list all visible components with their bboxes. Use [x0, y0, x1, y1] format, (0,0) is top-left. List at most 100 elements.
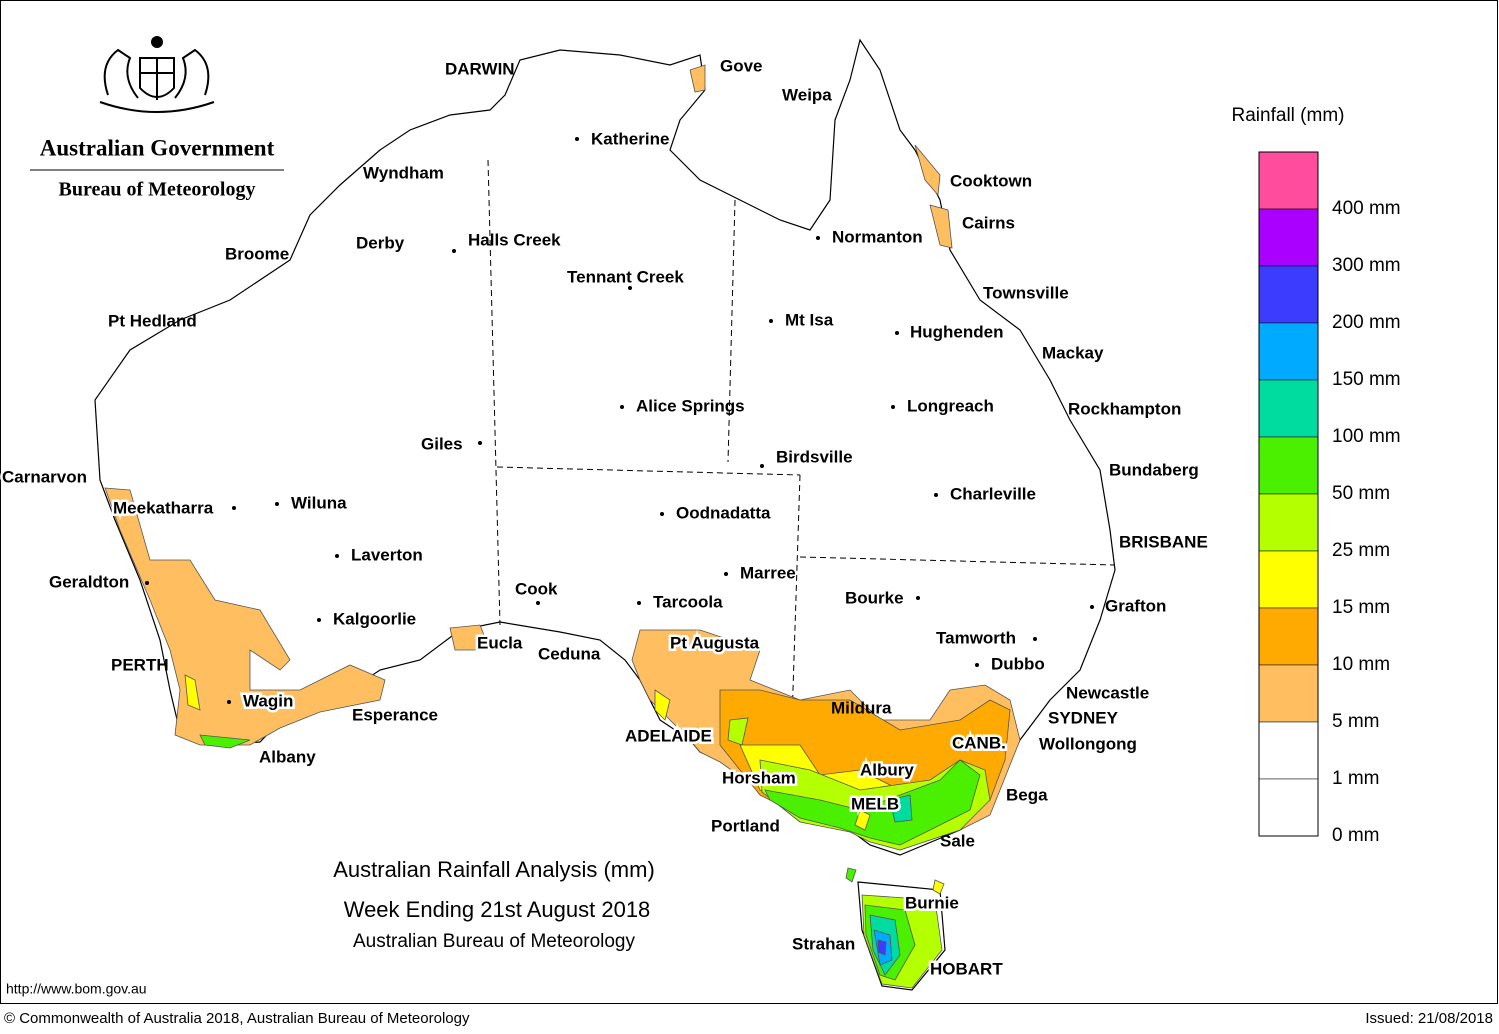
place-label: Charleville: [950, 484, 1036, 503]
legend-label: 0 mm: [1332, 825, 1380, 846]
place-label: Tamworth: [936, 628, 1016, 647]
title-line2: Week Ending 21st August 2018: [344, 897, 651, 922]
place-label: Albury: [860, 760, 914, 779]
place-label: Bega: [1006, 785, 1048, 804]
place-label: Rockhampton: [1068, 399, 1181, 418]
place-label: Meekatharra: [113, 498, 214, 517]
place-label: Normanton: [832, 227, 923, 246]
place-label: PERTH: [111, 655, 169, 674]
legend-label: 15 mm: [1332, 597, 1390, 618]
place-label: ADELAIDE: [625, 726, 712, 745]
header-government: Australian Government: [40, 135, 275, 160]
legend-swatch: [1258, 208, 1319, 267]
legend-swatch: [1258, 265, 1319, 324]
legend-label: 25 mm: [1332, 540, 1390, 561]
place-label: Wyndham: [363, 163, 444, 182]
legend-label: 50 mm: [1332, 483, 1390, 504]
place-label: Wiluna: [291, 493, 347, 512]
place-labels: DARWIN Gove Weipa Katherine Cooktown Wyn…: [0, 56, 1208, 981]
rainfall-areas: [104, 64, 1021, 989]
place-label: Hughenden: [910, 322, 1004, 341]
place-label: Tarcoola: [653, 592, 723, 611]
legend-title: Rainfall (mm): [1232, 105, 1345, 126]
legend-swatch: [1258, 721, 1319, 780]
legend-label: 10 mm: [1332, 654, 1390, 675]
legend-label: 300 mm: [1332, 255, 1401, 276]
place-label: Mackay: [1042, 343, 1104, 362]
place-label: Bourke: [845, 588, 904, 607]
place-label: Bundaberg: [1109, 460, 1199, 479]
place-label: Dubbo: [991, 654, 1045, 673]
legend-label: 150 mm: [1332, 369, 1401, 390]
place-label: DARWIN: [445, 59, 515, 78]
place-label: Kalgoorlie: [333, 609, 416, 628]
legend-swatch: [1258, 379, 1319, 438]
place-label: Strahan: [792, 934, 855, 953]
place-label: Marree: [740, 563, 796, 582]
place-label: Sale: [940, 831, 975, 850]
place-label: Broome: [225, 244, 289, 263]
legend-swatch: [1258, 493, 1319, 552]
place-label: Ceduna: [538, 644, 601, 663]
place-label: Newcastle: [1066, 683, 1149, 702]
footer-copyright: © Commonwealth of Australia 2018, Austra…: [4, 1010, 470, 1027]
place-label: Tennant Creek: [567, 267, 684, 286]
place-label: Birdsville: [776, 447, 853, 466]
place-label: Horsham: [722, 768, 796, 787]
legend-label: 400 mm: [1332, 198, 1401, 219]
legend-label: 100 mm: [1332, 426, 1401, 447]
place-label: Wagin: [243, 691, 293, 710]
place-label: Albany: [259, 747, 316, 766]
legend-swatch: [1258, 436, 1319, 495]
place-label: Carnarvon: [2, 467, 87, 486]
place-label: Gove: [720, 56, 763, 75]
place-label: Wollongong: [1039, 734, 1137, 753]
legend-label: 1 mm: [1332, 768, 1380, 789]
footer-issued: Issued: 21/08/2018: [1365, 1010, 1493, 1027]
place-label: Alice Springs: [636, 396, 745, 415]
coat-of-arms: [99, 36, 215, 113]
header-agency: Bureau of Meteorology: [58, 179, 255, 201]
place-label: Halls Creek: [468, 230, 561, 249]
footer-url: http://www.bom.gov.au: [6, 981, 147, 997]
legend-swatch: [1258, 322, 1319, 381]
place-label: Laverton: [351, 545, 423, 564]
place-label: BRISBANE: [1119, 532, 1208, 551]
place-dots: [145, 137, 1094, 704]
place-label: Geraldton: [49, 572, 129, 591]
title-line1: Australian Rainfall Analysis (mm): [333, 857, 655, 882]
place-label: MELB: [851, 794, 899, 813]
legend-swatch: [1258, 607, 1319, 666]
place-label: Pt Hedland: [108, 311, 197, 330]
legend-swatch: [1258, 151, 1319, 210]
place-label: Pt Augusta: [670, 633, 760, 652]
place-label: Townsville: [983, 283, 1069, 302]
legend-swatch: [1258, 550, 1319, 609]
place-label: SYDNEY: [1048, 708, 1119, 727]
place-label: Giles: [421, 434, 463, 453]
place-label: Eucla: [477, 633, 523, 652]
place-label: HOBART: [930, 959, 1003, 978]
place-label: Mt Isa: [785, 310, 834, 329]
place-label: Oodnadatta: [676, 503, 771, 522]
place-label: Cairns: [962, 213, 1015, 232]
legend-frame: [1258, 151, 1319, 837]
title-line3: Australian Bureau of Meteorology: [353, 931, 635, 952]
state-borders: [487, 159, 1116, 721]
place-label: Portland: [711, 816, 780, 835]
place-label: Cook: [515, 579, 558, 598]
place-label: Weipa: [782, 85, 832, 104]
place-label: Esperance: [352, 705, 438, 724]
legend-swatch: [1258, 664, 1319, 723]
legend-swatch: [1258, 778, 1319, 837]
place-label: CANB.: [952, 733, 1006, 752]
place-label: Derby: [356, 233, 405, 252]
place-label: Katherine: [591, 129, 669, 148]
legend-label: 5 mm: [1332, 711, 1380, 732]
legend-label: 200 mm: [1332, 312, 1401, 333]
place-label: Longreach: [907, 396, 994, 415]
place-label: Mildura: [831, 698, 892, 717]
legend: Rainfall (mm) 400 mm 300 mm 200 mm 150 mm 10…: [1232, 105, 1401, 846]
place-label: Burnie: [905, 893, 959, 912]
